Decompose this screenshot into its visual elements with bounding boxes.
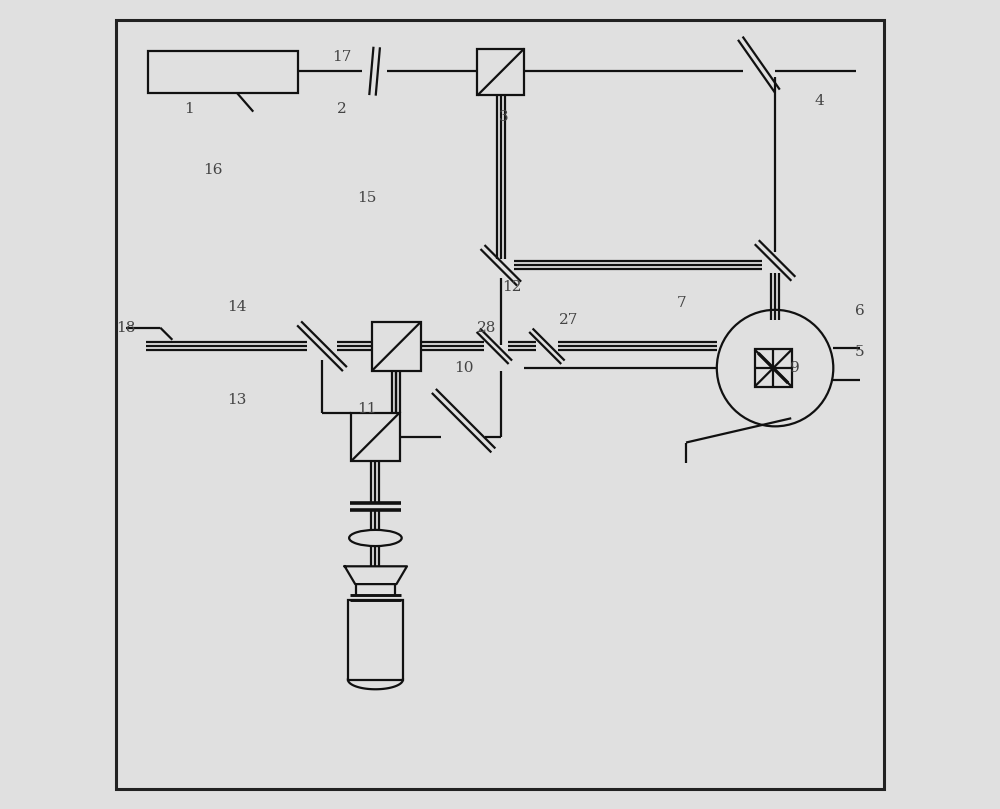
Text: 5: 5 [855,345,865,359]
Text: 14: 14 [227,300,247,315]
Bar [148,51,298,93]
Text: 2: 2 [337,102,347,116]
Text: 1: 1 [184,102,193,116]
Text: 10: 10 [454,361,473,375]
Text: 12: 12 [502,280,522,294]
Text: 17: 17 [333,49,352,64]
Bar [477,49,524,95]
Bar [372,322,421,371]
Text: 3: 3 [499,110,509,125]
Text: 15: 15 [357,191,376,205]
Text: 27: 27 [559,312,578,327]
Text: 28: 28 [477,320,496,335]
Text: 18: 18 [117,320,136,335]
Text: 7: 7 [677,296,687,311]
Text: 16: 16 [203,163,223,177]
Bar [348,600,403,680]
Text: 4: 4 [815,94,824,108]
Text: 11: 11 [357,401,376,416]
Bar [351,413,400,461]
Text: 13: 13 [227,393,247,408]
Bar [755,349,792,387]
Text: 6: 6 [855,304,865,319]
Text: 9: 9 [790,361,800,375]
